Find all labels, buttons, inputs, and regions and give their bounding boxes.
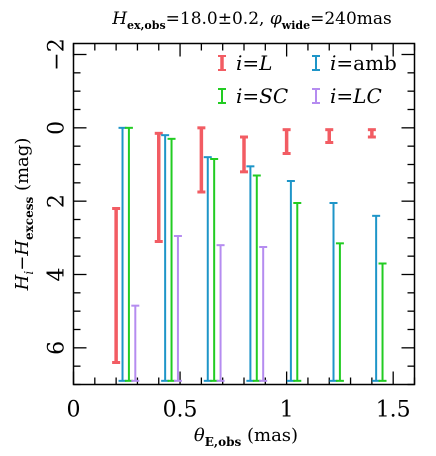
error-bar-L <box>197 126 206 194</box>
error-bar-LC <box>216 244 225 382</box>
legend: i=L i=amb i=SC i=LC <box>218 51 397 108</box>
error-bar-SC <box>167 137 176 382</box>
error-bar-L <box>112 207 121 364</box>
axis-ticks <box>72 43 416 386</box>
error-bar-L <box>154 131 163 243</box>
x-tick-labels: 0 0.5 1 1.5 <box>67 398 411 423</box>
legend-item-L: i=L <box>218 51 272 75</box>
x-tick-label: 1 <box>280 398 294 423</box>
legend-item-LC: i=LC <box>312 84 382 108</box>
y-axis-label: Hi−Hexcess (mag) <box>12 138 36 292</box>
error-bar-amb <box>161 134 170 382</box>
error-bar-SC <box>378 262 387 382</box>
y-tick-labels: −2 0 2 4 6 <box>45 38 70 355</box>
legend-item-amb: i=amb <box>312 51 397 75</box>
error-bar-L <box>325 128 334 144</box>
legend-label: i=L <box>236 51 272 75</box>
error-bar-LC <box>173 235 182 382</box>
y-tick-label: 0 <box>45 121 70 135</box>
x-tick-label: 0.5 <box>163 398 198 423</box>
error-bar-LC <box>259 246 268 382</box>
error-bar-SC <box>124 126 133 382</box>
y-tick-label: 4 <box>45 268 70 282</box>
error-bar-amb <box>372 214 381 382</box>
y-tick-label: 2 <box>45 194 70 208</box>
legend-label: i=amb <box>330 51 397 75</box>
x-tick-label: 1.5 <box>376 398 411 423</box>
error-bar-LC <box>131 304 140 382</box>
error-bar-amb <box>329 202 338 382</box>
y-tick-label: −2 <box>45 38 70 70</box>
error-bar-amb <box>246 165 255 382</box>
error-bar-SC <box>293 202 302 382</box>
error-bar-amb <box>286 180 295 382</box>
legend-label: i=LC <box>330 84 382 108</box>
error-bar-L <box>240 135 248 174</box>
error-bar-SC <box>252 174 261 382</box>
x-axis-label: θE,obs (mas) <box>194 425 298 449</box>
legend-label: i=SC <box>236 84 288 108</box>
legend-item-SC: i=SC <box>218 84 288 108</box>
chart-title: Hex,obs=18.0±0.2, φwide=240mas <box>111 9 392 32</box>
y-tick-label: 6 <box>45 341 70 355</box>
error-bar-L <box>367 128 376 139</box>
error-bar-SC <box>335 242 344 382</box>
error-bar-SC <box>210 158 219 382</box>
x-tick-label: 0 <box>67 398 81 423</box>
error-bar-L <box>282 128 291 155</box>
error-bars <box>112 126 387 382</box>
error-bar-amb <box>118 126 127 382</box>
